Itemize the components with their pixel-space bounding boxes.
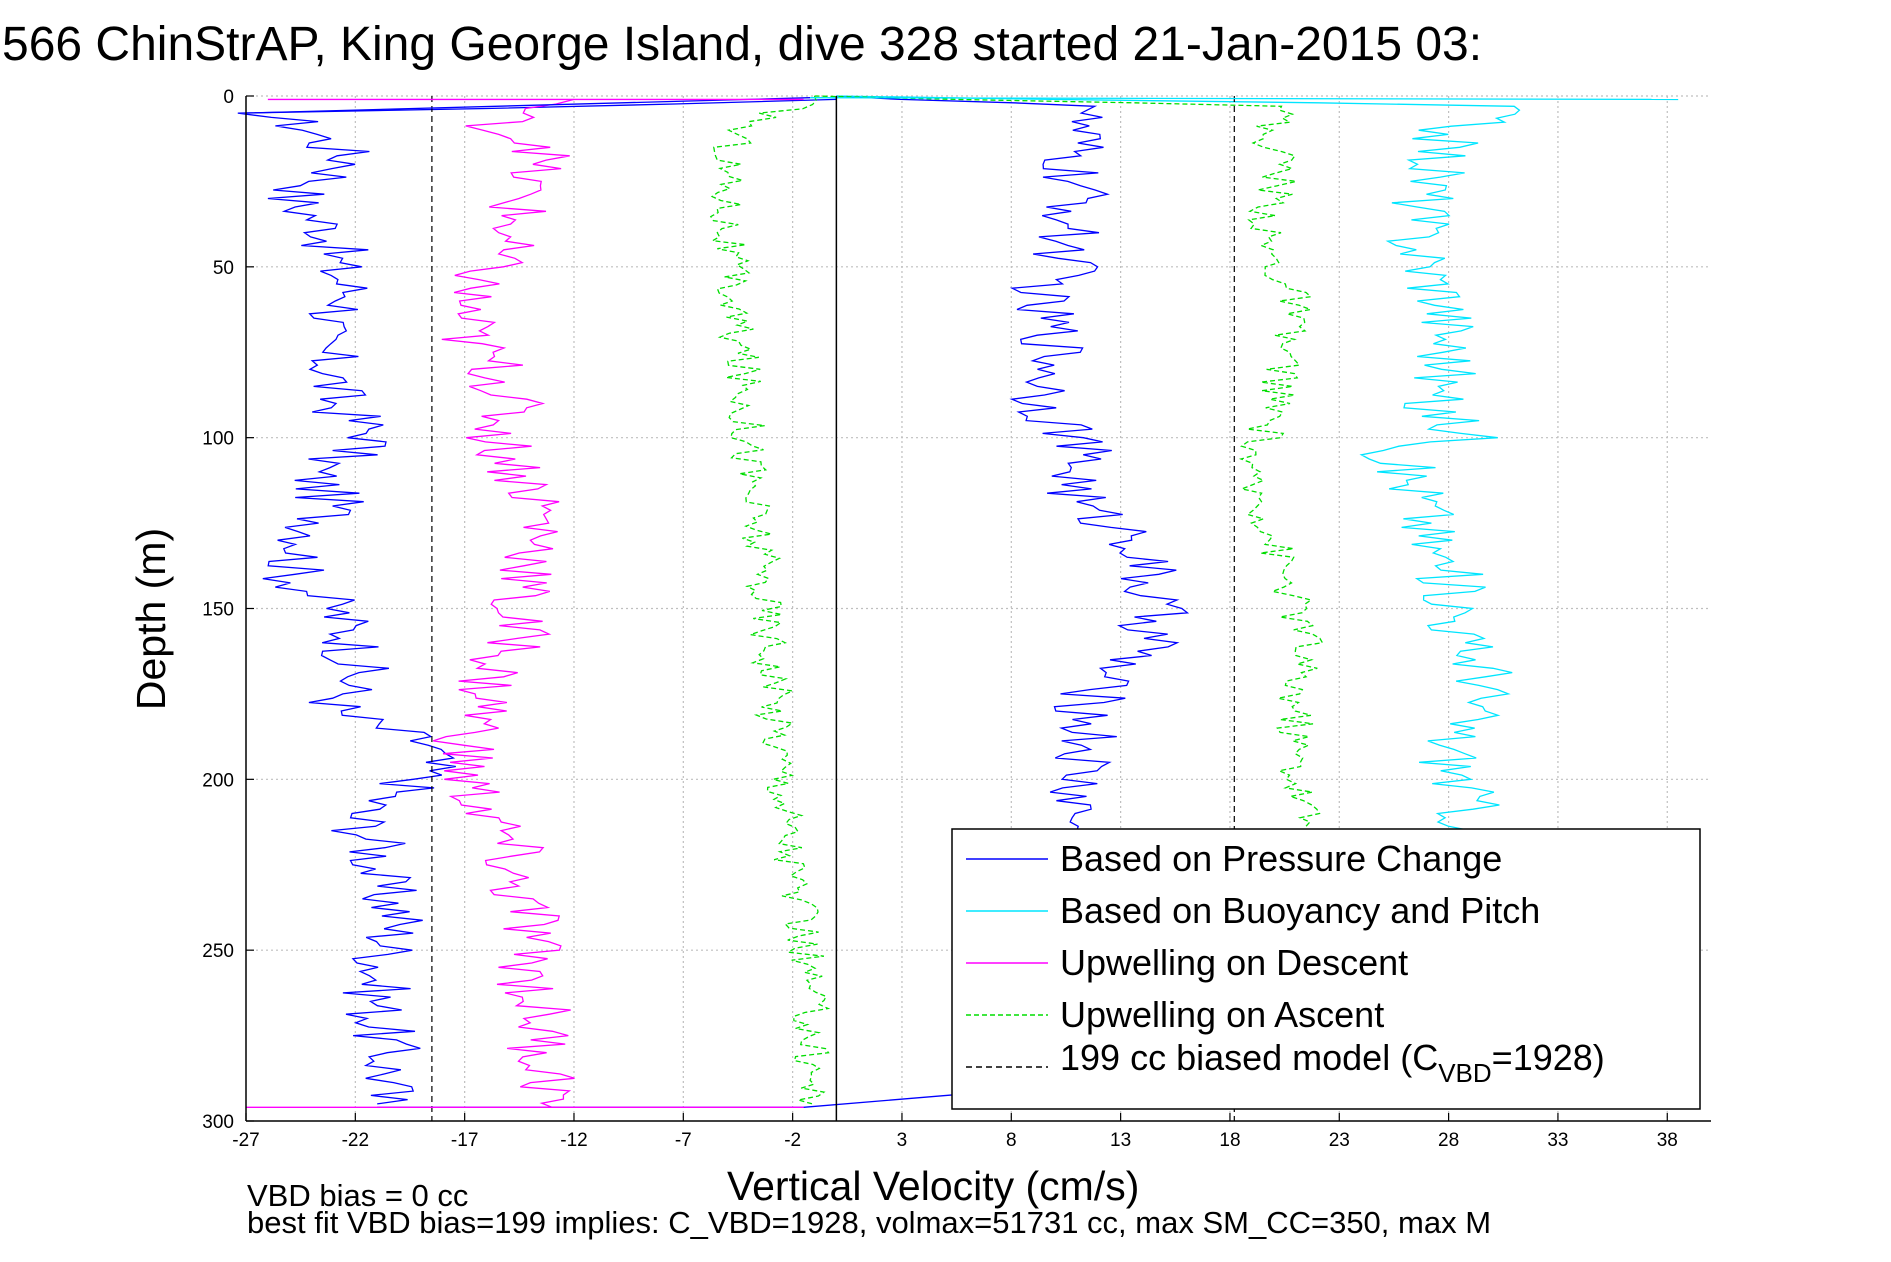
- y-axis-title: Depth (m): [128, 528, 174, 710]
- y-tick-label: 100: [202, 429, 234, 450]
- x-tick-label: -27: [232, 1130, 259, 1151]
- series-line: [810, 97, 1679, 101]
- legend-label-model: 199 cc biased model (CVBD=1928): [1060, 1037, 1605, 1088]
- series-line: [836, 95, 1190, 831]
- y-tick-label: 0: [223, 87, 234, 108]
- y-tick-label: 200: [202, 770, 234, 791]
- legend-box: [951, 828, 1701, 1110]
- series-line: [432, 98, 575, 1108]
- plot-area: [237, 95, 1679, 1121]
- x-tick-label: 28: [1438, 1130, 1459, 1151]
- x-tick-label: -17: [451, 1130, 478, 1151]
- x-tick-label: -12: [560, 1130, 587, 1151]
- vbd-bias-note: VBD bias = 0 cc: [247, 1178, 468, 1213]
- y-tick-label: 300: [202, 1112, 234, 1133]
- series-line: [803, 1093, 968, 1108]
- x-tick-label: 13: [1110, 1130, 1131, 1151]
- y-tick-label: 50: [213, 258, 234, 279]
- series-line: [245, 97, 811, 114]
- legend-label: Based on Pressure Change: [1060, 838, 1502, 879]
- x-axis-title: Vertical Velocity (cm/s): [727, 1163, 1139, 1209]
- legend: Based on Pressure Change Based on Buoyanc…: [951, 828, 1701, 1110]
- y-tick-label: 150: [202, 600, 234, 621]
- x-tick-label: 38: [1657, 1130, 1678, 1151]
- x-tick-label: 3: [897, 1130, 908, 1151]
- chart-title: 566 ChinStrAP, King George Island, dive …: [2, 18, 1482, 71]
- axes: [245, 95, 1711, 1122]
- x-tick-label: -22: [342, 1130, 369, 1151]
- legend-label: Upwelling on Ascent: [1060, 994, 1384, 1035]
- y-tick-label: 250: [202, 941, 234, 962]
- x-tick-label: 23: [1329, 1130, 1350, 1151]
- tick-labels: -27 -22 -17 -12 -7 -2 3 8 13 18 23 28 33 380501001502…: [202, 87, 1678, 1151]
- x-tick-label: 33: [1547, 1130, 1568, 1151]
- legend-label: Based on Buoyancy and Pitch: [1060, 890, 1540, 931]
- series-line: [237, 98, 837, 1105]
- x-tick-label: 18: [1219, 1130, 1240, 1151]
- legend-label: Upwelling on Descent: [1060, 942, 1408, 983]
- series-line: [709, 95, 831, 1105]
- x-tick-label: 8: [1006, 1130, 1017, 1151]
- best-fit-note: best fit VBD bias=199 implies: C_VBD=192…: [247, 1205, 1491, 1240]
- series-line: [814, 95, 1324, 831]
- x-tick-label: -2: [784, 1130, 801, 1151]
- series-line: [836, 95, 1521, 832]
- x-tick-label: -7: [675, 1130, 692, 1151]
